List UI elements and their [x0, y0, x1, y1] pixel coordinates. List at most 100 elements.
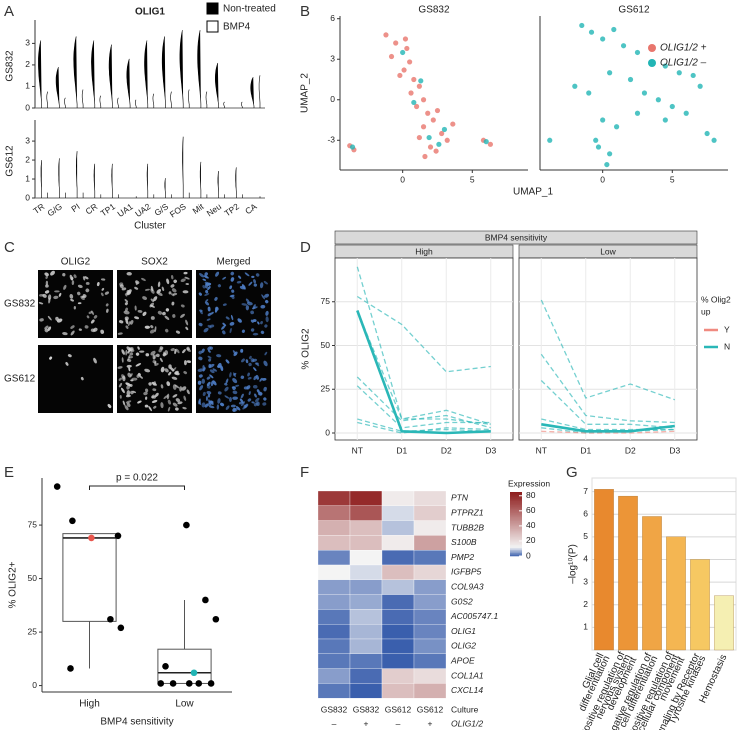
cell-nucleus — [142, 311, 147, 316]
y-tick-label: 1 — [25, 173, 30, 183]
cell-nucleus — [201, 348, 205, 354]
cell-nucleus — [264, 324, 268, 328]
point — [401, 67, 407, 73]
panel-bg — [334, 257, 514, 441]
violin — [215, 62, 219, 108]
point — [169, 680, 177, 687]
y-tick-label: 3 — [25, 38, 30, 48]
violin — [73, 36, 78, 108]
cell-nucleus — [130, 320, 134, 325]
heatmap-cell — [381, 535, 415, 551]
cell-nucleus — [207, 306, 211, 312]
colorbar-label: 0 — [526, 550, 531, 560]
heatmap-cell — [381, 550, 415, 566]
colorbar-label: 80 — [526, 490, 536, 500]
violin — [144, 40, 149, 108]
cell-nucleus — [240, 348, 244, 353]
column-label: Merged — [217, 257, 251, 268]
x-tick-label: D2 — [441, 445, 452, 455]
cell-nucleus — [229, 396, 232, 402]
point — [107, 615, 114, 623]
point — [433, 148, 439, 154]
colorbar-step — [510, 552, 522, 555]
heatmap-cell — [413, 505, 447, 521]
point — [416, 83, 422, 89]
point — [690, 72, 696, 79]
chart-title: BMP4 sensitivity — [485, 232, 548, 242]
cell-nucleus — [126, 272, 132, 276]
violin — [58, 158, 60, 198]
cell-nucleus — [230, 404, 236, 408]
row-label: PMP2 — [451, 552, 474, 562]
cell-nucleus — [202, 278, 207, 281]
colorbar-step — [510, 501, 522, 504]
point — [162, 663, 169, 670]
line — [356, 295, 491, 373]
heatmap-cell — [317, 638, 351, 654]
heatmap-cell — [381, 490, 415, 506]
cell-nucleus — [243, 386, 249, 390]
cell-nucleus — [250, 310, 255, 315]
cell-nucleus — [252, 332, 259, 336]
cell-nucleus — [62, 273, 66, 277]
cell-nucleus — [130, 390, 134, 395]
panel-letter: B — [300, 3, 310, 20]
cell-nucleus — [177, 401, 183, 405]
colorbar-step — [510, 549, 522, 552]
cell-nucleus — [244, 272, 250, 277]
cell-nucleus — [135, 352, 140, 356]
cell-nucleus — [47, 315, 52, 321]
cell-nucleus — [84, 276, 89, 280]
cell-nucleus — [153, 405, 157, 409]
cell-nucleus — [222, 330, 226, 335]
cell-nucleus — [78, 328, 82, 331]
cell-nucleus — [47, 294, 52, 301]
legend-label: OLIG1/2 – — [660, 58, 707, 69]
cell-nucleus — [245, 305, 250, 311]
point — [207, 680, 215, 687]
line — [540, 380, 675, 429]
colorbar-step — [510, 493, 522, 496]
cell-nucleus — [265, 299, 269, 304]
colorbar-step — [510, 492, 522, 494]
x-tick-label: D1 — [580, 445, 591, 455]
cell-nucleus — [171, 274, 174, 280]
cell-nucleus — [125, 400, 132, 404]
row-label: GS612 — [4, 374, 36, 385]
cell-nucleus — [241, 303, 248, 306]
cell-nucleus — [186, 389, 190, 395]
cell-nucleus — [69, 274, 74, 281]
point — [655, 97, 661, 103]
cell-nucleus — [199, 385, 204, 391]
point — [676, 70, 682, 76]
cell-nucleus — [217, 391, 222, 395]
legend-label: Y — [724, 324, 730, 334]
violin — [161, 36, 166, 108]
cell-nucleus — [168, 291, 172, 295]
violin — [93, 163, 96, 198]
cell-nucleus — [261, 377, 267, 381]
cell-nucleus — [207, 286, 211, 291]
cell-nucleus — [168, 371, 172, 376]
violin — [99, 95, 102, 108]
heatmap-cell — [349, 638, 383, 654]
colorbar-label: 60 — [526, 505, 536, 515]
cell-nucleus — [179, 386, 183, 392]
cell-nucleus — [214, 296, 218, 301]
point — [430, 117, 436, 123]
cell-nucleus — [265, 316, 269, 323]
colorbar-step — [510, 546, 522, 549]
row-label: AC005747.1 — [450, 611, 499, 621]
facet-label: GS612 — [5, 145, 16, 177]
cell-nucleus — [154, 361, 157, 365]
cell-nucleus — [170, 293, 175, 297]
cell-nucleus — [241, 358, 245, 363]
cell-nucleus — [208, 405, 215, 409]
cell-nucleus — [124, 302, 128, 306]
point — [427, 144, 434, 150]
point — [434, 107, 441, 114]
x-tick-label: D3 — [669, 445, 680, 455]
cell-nucleus — [159, 357, 163, 363]
cell-nucleus — [130, 379, 134, 382]
heatmap-cell — [413, 490, 447, 506]
